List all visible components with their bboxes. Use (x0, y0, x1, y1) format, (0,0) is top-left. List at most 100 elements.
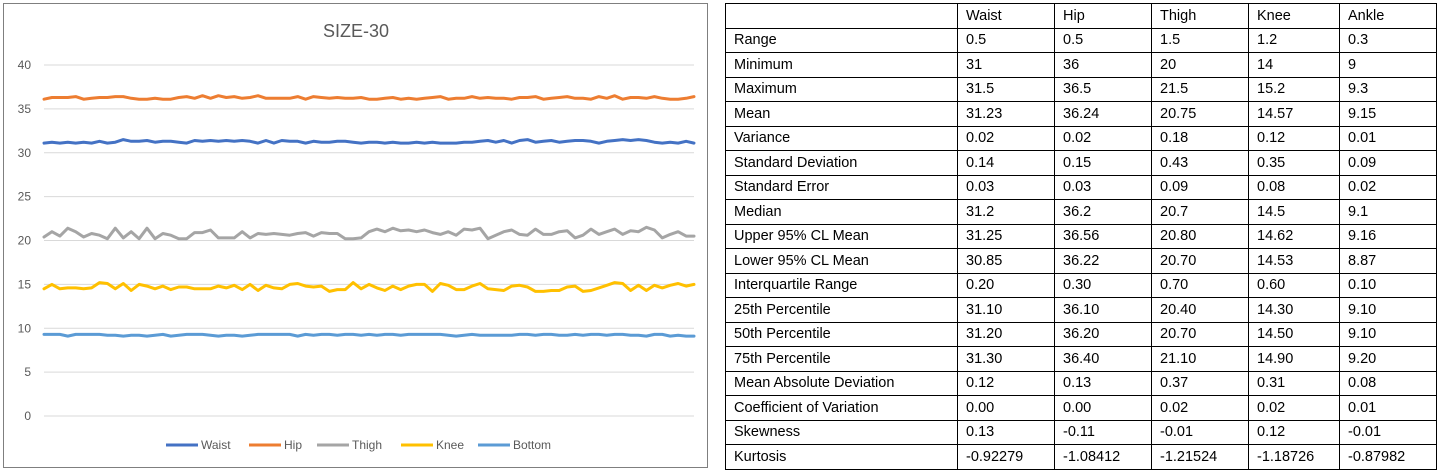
row-label-cell: Standard Deviation (726, 151, 958, 176)
row-label-cell: 50th Percentile (726, 322, 958, 347)
legend-entry-hip: Hip (249, 438, 302, 452)
table-row: Upper 95% CL Mean 31.25 36.56 20.80 14.62 9.1… (726, 224, 1437, 249)
value-cell: 8.87 (1340, 249, 1437, 274)
value-cell: 20.7 (1152, 200, 1249, 225)
value-cell: 0.13 (1055, 371, 1152, 396)
value-cell: 30.85 (958, 249, 1055, 274)
row-label-cell: Interquartile Range (726, 273, 958, 298)
row-label-cell: Lower 95% CL Mean (726, 249, 958, 274)
value-cell: 36.22 (1055, 249, 1152, 274)
legend-entry-thigh: Thigh (317, 438, 382, 452)
value-cell: 9.10 (1340, 298, 1437, 323)
chart-title: SIZE-30 (323, 21, 389, 41)
legend-entry-knee: Knee (401, 438, 464, 452)
value-cell: 0.01 (1340, 396, 1437, 421)
y-tick-label: 0 (24, 409, 31, 423)
value-cell: 1.2 (1249, 28, 1340, 53)
value-cell: 0.00 (1055, 396, 1152, 421)
legend-entry-waist: Waist (166, 438, 231, 452)
legend-label: Thigh (352, 438, 382, 452)
y-tick-label: 30 (18, 146, 32, 160)
value-cell: 14.30 (1249, 298, 1340, 323)
value-cell: 31.2 (958, 200, 1055, 225)
value-cell: 31.10 (958, 298, 1055, 323)
line-chart: SIZE-30 0 5 10 15 20 25 30 35 40 Waist Hip Thigh Kn… (4, 4, 709, 469)
row-label-cell: Range (726, 28, 958, 53)
row-label-cell: 75th Percentile (726, 347, 958, 372)
value-cell: -1.08412 (1055, 445, 1152, 470)
table-row: Lower 95% CL Mean 30.85 36.22 20.70 14.53 8.8… (726, 249, 1437, 274)
value-cell: 0.13 (958, 420, 1055, 445)
value-cell: 0.30 (1055, 273, 1152, 298)
table-row: Range 0.5 0.5 1.5 1.2 0.3 (726, 28, 1437, 53)
legend-label: Knee (436, 438, 464, 452)
y-tick-label: 5 (24, 365, 31, 379)
value-cell: 14.53 (1249, 249, 1340, 274)
value-cell: 0.37 (1152, 371, 1249, 396)
header-cell-knee: Knee (1249, 4, 1340, 29)
value-cell: 0.70 (1152, 273, 1249, 298)
y-tick-label: 20 (18, 234, 32, 248)
value-cell: 31 (958, 53, 1055, 78)
value-cell: -0.01 (1340, 420, 1437, 445)
chart-panel: SIZE-30 0 5 10 15 20 25 30 35 40 Waist Hip Thigh Kn… (3, 3, 708, 468)
value-cell: 31.5 (958, 77, 1055, 102)
legend: Waist Hip Thigh Knee Bottom (166, 438, 551, 452)
value-cell: 9.20 (1340, 347, 1437, 372)
value-cell: 0.08 (1249, 175, 1340, 200)
table-row: Minimum 31 36 20 14 9 (726, 53, 1437, 78)
value-cell: 36.2 (1055, 200, 1152, 225)
value-cell: 9.15 (1340, 102, 1437, 127)
value-cell: 0.15 (1055, 151, 1152, 176)
header-cell-ankle: Ankle (1340, 4, 1437, 29)
value-cell: 14 (1249, 53, 1340, 78)
table-row: Skewness 0.13 -0.11 -0.01 0.12 -0.01 (726, 420, 1437, 445)
row-label-cell: Variance (726, 126, 958, 151)
value-cell: -0.92279 (958, 445, 1055, 470)
legend-label: Bottom (513, 438, 551, 452)
series-line-thigh (44, 227, 694, 238)
value-cell: -1.21524 (1152, 445, 1249, 470)
y-tick-label: 10 (18, 321, 32, 335)
row-label-cell: Coefficient of Variation (726, 396, 958, 421)
value-cell: 0.14 (958, 151, 1055, 176)
value-cell: 14.57 (1249, 102, 1340, 127)
value-cell: 1.5 (1152, 28, 1249, 53)
value-cell: 9.16 (1340, 224, 1437, 249)
header-cell-blank (726, 4, 958, 29)
value-cell: 0.09 (1152, 175, 1249, 200)
table-row: 25th Percentile 31.10 36.10 20.40 14.30 9.10 (726, 298, 1437, 323)
value-cell: 0.02 (1152, 396, 1249, 421)
value-cell: 9 (1340, 53, 1437, 78)
legend-label: Waist (201, 438, 231, 452)
value-cell: 36.5 (1055, 77, 1152, 102)
value-cell: 0.12 (1249, 420, 1340, 445)
series-line-waist (44, 140, 694, 144)
table-body: Range 0.5 0.5 1.5 1.2 0.3 Minimum 31 36 20 14 9 Maxi… (726, 28, 1437, 469)
value-cell: 0.00 (958, 396, 1055, 421)
value-cell: 36.10 (1055, 298, 1152, 323)
table-row: 75th Percentile 31.30 36.40 21.10 14.90 9.20 (726, 347, 1437, 372)
value-cell: 0.09 (1340, 151, 1437, 176)
row-label-cell: Skewness (726, 420, 958, 445)
value-cell: 0.03 (1055, 175, 1152, 200)
value-cell: 0.01 (1340, 126, 1437, 151)
value-cell: 31.20 (958, 322, 1055, 347)
table-row: Interquartile Range 0.20 0.30 0.70 0.60 0.10 (726, 273, 1437, 298)
value-cell: 36 (1055, 53, 1152, 78)
header-cell-thigh: Thigh (1152, 4, 1249, 29)
value-cell: 0.02 (1055, 126, 1152, 151)
y-tick-label: 25 (18, 190, 32, 204)
table-row: Variance 0.02 0.02 0.18 0.12 0.01 (726, 126, 1437, 151)
value-cell: 0.02 (958, 126, 1055, 151)
value-cell: -0.11 (1055, 420, 1152, 445)
row-label-cell: Kurtosis (726, 445, 958, 470)
value-cell: 14.50 (1249, 322, 1340, 347)
value-cell: 0.43 (1152, 151, 1249, 176)
series-lines (44, 96, 694, 336)
value-cell: -0.87982 (1340, 445, 1437, 470)
value-cell: 21.10 (1152, 347, 1249, 372)
value-cell: 0.60 (1249, 273, 1340, 298)
y-tick-label: 40 (18, 58, 32, 72)
table-row: Mean Absolute Deviation 0.12 0.13 0.37 0.31 0… (726, 371, 1437, 396)
